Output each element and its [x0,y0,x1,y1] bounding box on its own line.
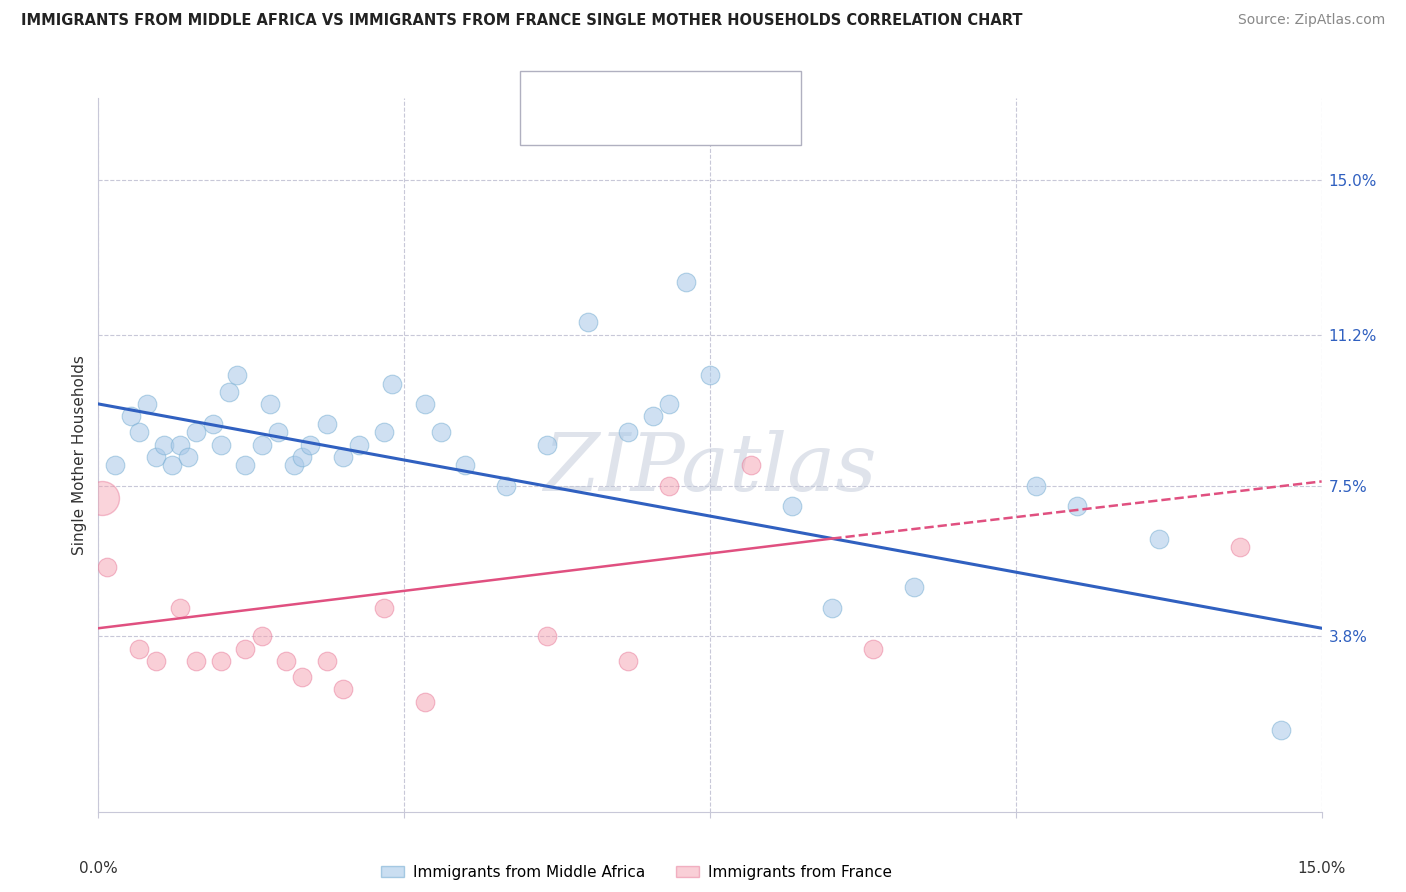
Point [699,368,721,383]
FancyBboxPatch shape [529,79,560,103]
FancyBboxPatch shape [520,71,801,145]
Point [186,654,208,668]
Point [250,438,273,452]
Point [1270,723,1292,738]
Text: 0.0%: 0.0% [79,861,118,876]
Point [454,458,477,472]
Point [862,641,884,656]
Point [299,438,322,452]
Text: N =: N = [695,116,728,131]
Point [283,458,305,472]
Text: 44: 44 [737,84,758,99]
Point [315,654,337,668]
Point [209,438,232,452]
Point [430,425,453,440]
Point [641,409,664,424]
Text: IMMIGRANTS FROM MIDDLE AFRICA VS IMMIGRANTS FROM FRANCE SINGLE MOTHER HOUSEHOLDS: IMMIGRANTS FROM MIDDLE AFRICA VS IMMIGRA… [21,13,1022,29]
Point [259,397,281,411]
Point [675,275,697,289]
Text: R =: R = [571,116,605,131]
Text: Source: ZipAtlas.com: Source: ZipAtlas.com [1237,13,1385,28]
Point [658,478,681,492]
Point [536,629,558,643]
Point [186,425,208,440]
Point [274,654,297,668]
Point [1025,478,1047,492]
Point [821,600,844,615]
Point [413,397,436,411]
Point [152,438,174,452]
Point [128,425,150,440]
Point [267,425,290,440]
Point [145,450,167,464]
Point [373,600,395,615]
Point [413,695,436,709]
Point [226,368,249,383]
Point [1147,532,1170,546]
Text: 15.0%: 15.0% [1298,861,1346,876]
Point [617,654,640,668]
Point [536,438,558,452]
Point [373,425,395,440]
Point [349,438,371,452]
Text: -0.341: -0.341 [613,84,668,99]
Point [104,458,127,472]
Point [291,450,314,464]
Point [658,397,681,411]
Text: ZIPatlas: ZIPatlas [543,431,877,508]
Point [169,600,191,615]
Point [160,458,183,472]
Point [177,450,200,464]
Point [120,409,142,424]
Y-axis label: Single Mother Households: Single Mother Households [72,355,87,555]
Text: 0.194: 0.194 [613,116,661,131]
Point [332,682,354,697]
Point [315,417,337,432]
Point [145,654,167,668]
Point [576,315,599,329]
Point [617,425,640,440]
Legend: Immigrants from Middle Africa, Immigrants from France: Immigrants from Middle Africa, Immigrant… [375,859,898,886]
Point [495,478,517,492]
Point [233,458,256,472]
Text: N =: N = [695,84,728,99]
Point [291,670,314,684]
Point [1229,540,1251,554]
Point [209,654,232,668]
Point [201,417,224,432]
Point [1066,499,1088,513]
Text: 20: 20 [737,116,758,131]
Point [332,450,354,464]
Point [740,458,762,472]
Point [903,581,925,595]
Point [96,560,118,574]
FancyBboxPatch shape [529,112,560,136]
Point [233,641,256,656]
Text: R =: R = [571,84,605,99]
Point [381,376,404,391]
Point [169,438,191,452]
Point [128,641,150,656]
Point [250,629,273,643]
Point [91,491,114,505]
Point [780,499,803,513]
Point [136,397,159,411]
Point [218,384,240,399]
